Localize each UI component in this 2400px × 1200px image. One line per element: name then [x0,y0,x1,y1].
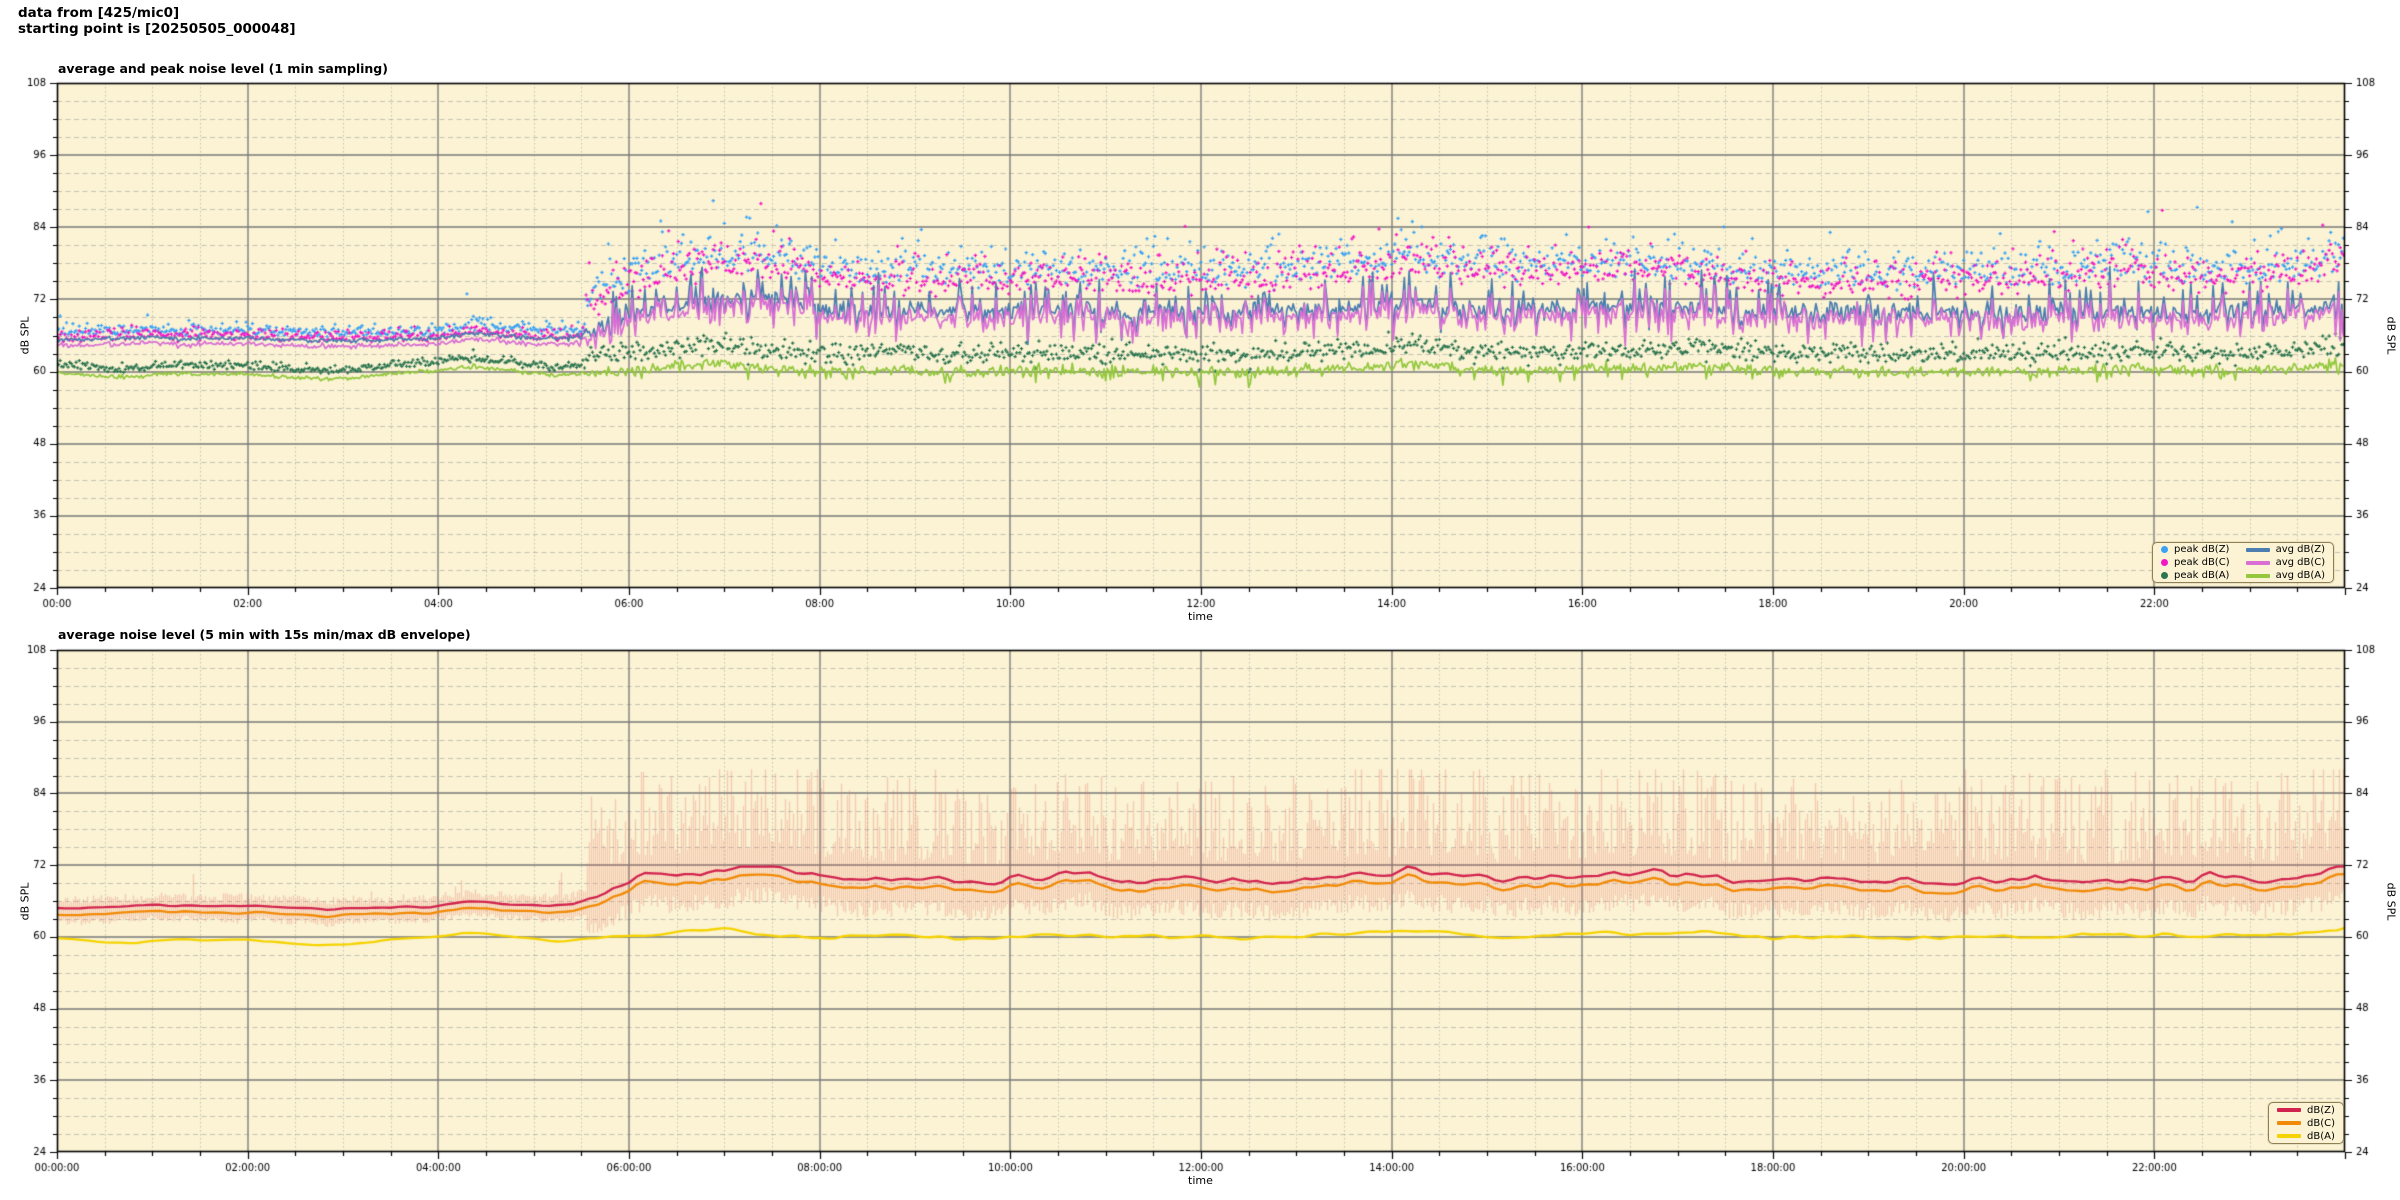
chart2-xlabel: time [1188,1174,1213,1187]
chart1-title: average and peak noise level (1 min samp… [58,61,388,76]
header-line-2: starting point is [20250505_000048] [18,21,296,37]
legend-label: dB(A) [2307,1130,2335,1142]
legend-label: dB(C) [2307,1117,2335,1129]
dbz-line-icon [2277,1108,2301,1112]
legend-label: peak dB(A) [2174,570,2230,581]
legend-label: peak dB(C) [2174,557,2230,568]
legend-entry-avg-dba: avg dB(A) [2245,569,2326,582]
legend-entry-peak-dbc: peak dB(C) [2161,556,2230,569]
chart1-xlabel: time [1188,610,1213,623]
chart2-ylabel-left: dB SPL [18,882,32,921]
chart1-legend: peak dB(Z) avg dB(Z) peak dB(C) avg dB(C… [2152,542,2335,583]
chart1-ylabel-right: dB SPL [2384,316,2398,355]
legend-entry-dbz: dB(Z) [2277,1104,2335,1117]
dbc-line-icon [2277,1121,2301,1125]
legend-label: dB(Z) [2307,1104,2335,1116]
legend-label: avg dB(C) [2275,557,2326,568]
legend-label: avg dB(Z) [2275,544,2326,555]
avg-dbz-line-icon [2245,547,2270,552]
legend-entry-peak-dba: peak dB(A) [2161,569,2230,582]
chart1-ylabel-left: dB SPL [18,316,32,355]
peak-dba-marker-icon [2161,572,2168,579]
legend-entry-peak-dbz: peak dB(Z) [2161,543,2230,556]
header-line-1: data from [425/mic0] [18,5,180,21]
peak-dbc-marker-icon [2161,559,2168,566]
avg-dbc-line-icon [2245,560,2270,565]
legend-entry-dba: dB(A) [2277,1130,2335,1143]
avg-dba-line-icon [2245,573,2270,578]
legend-label: peak dB(Z) [2174,544,2230,555]
peak-dbz-marker-icon [2161,546,2168,553]
legend-entry-avg-dbc: avg dB(C) [2245,556,2326,569]
dba-line-icon [2277,1134,2301,1138]
chart2-ylabel-right: dB SPL [2384,882,2398,921]
legend-label: avg dB(A) [2275,570,2326,581]
chart2-title: average noise level (5 min with 15s min/… [58,627,471,642]
chart2-legend: dB(Z) dB(C) dB(A) [2268,1102,2344,1144]
legend-entry-avg-dbz: avg dB(Z) [2245,543,2326,556]
legend-entry-dbc: dB(C) [2277,1117,2335,1130]
